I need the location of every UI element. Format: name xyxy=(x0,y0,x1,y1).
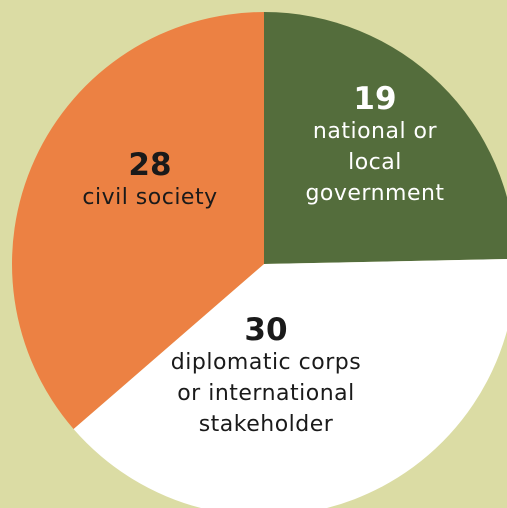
slice-desc-diplomatic-line-2: or international xyxy=(177,381,355,406)
slice-desc-government-line-2: local xyxy=(348,150,402,175)
slice-value-diplomatic: 30 xyxy=(244,312,288,348)
slice-label-government: 19 national or local government xyxy=(270,82,480,209)
slice-desc-diplomatic-line-1: diplomatic corps xyxy=(170,350,362,375)
pie-slice-government xyxy=(264,12,507,264)
slice-desc-civil-society-line-1: civil society xyxy=(82,185,218,210)
slice-label-diplomatic: 30 diplomatic corps or international sta… xyxy=(126,313,406,440)
slice-value-civil-society: 28 xyxy=(128,147,172,183)
slice-desc-government-line-1: national or xyxy=(312,119,438,144)
slice-desc-government-line-3: government xyxy=(305,181,445,206)
pie-slice-civil-society xyxy=(12,12,264,430)
slice-label-civil-society: 28 civil society xyxy=(50,148,250,213)
slice-desc-diplomatic-line-3: stakeholder xyxy=(198,412,334,437)
pie-slice-diplomatic xyxy=(73,259,507,508)
slice-value-government: 19 xyxy=(353,81,397,117)
